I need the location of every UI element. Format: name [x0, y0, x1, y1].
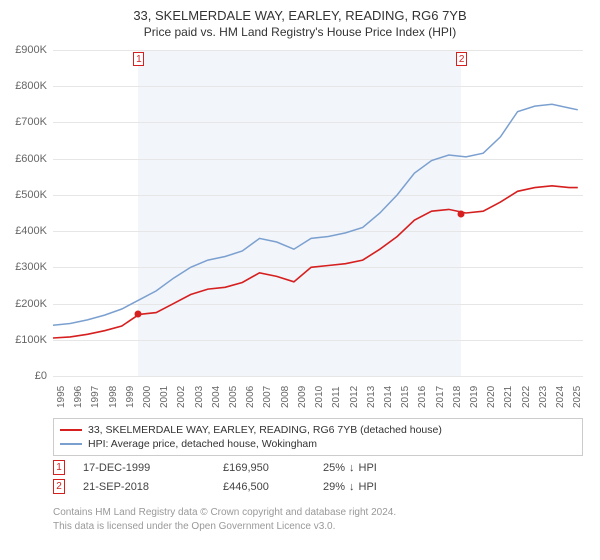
y-tick-label: £200K: [15, 298, 47, 310]
x-tick-label: 2022: [521, 386, 532, 408]
x-tick-label: 2008: [280, 386, 291, 408]
chart-title: 33, SKELMERDALE WAY, EARLEY, READING, RG…: [0, 0, 600, 23]
y-tick-label: £600K: [15, 153, 47, 165]
y-tick-label: £0: [35, 370, 47, 382]
line-chart-svg: [53, 50, 583, 376]
marker-dot: [458, 211, 465, 218]
x-tick-label: 2023: [538, 386, 549, 408]
x-axis-labels: 1995 1996 1997 1998 1999 2000 2001 2002 2003 2004…: [53, 380, 583, 410]
down-arrow-icon: ↓: [349, 481, 355, 493]
x-tick-label: 2007: [262, 386, 273, 408]
down-arrow-icon: ↓: [349, 462, 355, 474]
datapoint-suffix: HPI: [359, 462, 377, 474]
legend-label: 33, SKELMERDALE WAY, EARLEY, READING, RG…: [88, 424, 442, 436]
datapoint-marker: 2: [53, 479, 65, 494]
x-tick-label: 2001: [159, 386, 170, 408]
x-tick-label: 2021: [503, 386, 514, 408]
y-tick-label: £500K: [15, 189, 47, 201]
y-tick-label: £900K: [15, 44, 47, 56]
chart-area: 12 £0£100K£200K£300K£400K£500K£600K£700K…: [53, 50, 583, 410]
datapoint-row: 2 21-SEP-2018£446,50029% ↓ HPI: [53, 479, 377, 494]
datapoint-pct: 25%: [323, 462, 345, 474]
y-tick-label: £700K: [15, 116, 47, 128]
legend-item: 33, SKELMERDALE WAY, EARLEY, READING, RG…: [60, 423, 576, 437]
datapoint-row: 1 17-DEC-1999£169,95025% ↓ HPI: [53, 460, 377, 475]
x-tick-label: 1996: [73, 386, 84, 408]
x-tick-label: 2012: [349, 386, 360, 408]
x-tick-label: 2006: [245, 386, 256, 408]
x-tick-label: 2002: [176, 386, 187, 408]
footnote: Contains HM Land Registry data © Crown c…: [53, 506, 396, 533]
x-tick-label: 2004: [211, 386, 222, 408]
x-tick-label: 2009: [297, 386, 308, 408]
x-tick-label: 2003: [194, 386, 205, 408]
x-tick-label: 1997: [90, 386, 101, 408]
y-tick-label: £100K: [15, 334, 47, 346]
marker-label: 2: [456, 52, 467, 66]
datapoint-price: £169,950: [223, 462, 323, 474]
x-tick-label: 2011: [331, 386, 342, 408]
x-tick-label: 2025: [572, 386, 583, 408]
y-tick-label: £300K: [15, 261, 47, 273]
datapoint-date: 17-DEC-1999: [83, 462, 223, 474]
chart-subtitle: Price paid vs. HM Land Registry's House …: [0, 23, 600, 39]
legend-swatch: [60, 443, 82, 445]
y-tick-label: £800K: [15, 80, 47, 92]
marker-dot: [135, 311, 142, 318]
datapoint-table: 1 17-DEC-1999£169,95025% ↓ HPI 2 21-SEP-2018£…: [53, 460, 377, 498]
datapoint-price: £446,500: [223, 481, 323, 493]
datapoint-suffix: HPI: [359, 481, 377, 493]
x-tick-label: 2000: [142, 386, 153, 408]
y-tick-label: £400K: [15, 225, 47, 237]
x-tick-label: 1998: [108, 386, 119, 408]
x-tick-label: 2018: [452, 386, 463, 408]
x-tick-label: 2020: [486, 386, 497, 408]
series-price_paid: [53, 186, 578, 338]
x-tick-label: 2016: [417, 386, 428, 408]
legend-item: HPI: Average price, detached house, Woki…: [60, 437, 576, 451]
gridline: [53, 376, 583, 377]
x-tick-label: 2019: [469, 386, 480, 408]
x-tick-label: 1995: [56, 386, 67, 408]
x-tick-label: 2013: [366, 386, 377, 408]
footnote-line2: This data is licensed under the Open Gov…: [53, 520, 396, 534]
datapoint-date: 21-SEP-2018: [83, 481, 223, 493]
footnote-line1: Contains HM Land Registry data © Crown c…: [53, 506, 396, 520]
series-hpi: [53, 104, 578, 325]
datapoint-pct: 29%: [323, 481, 345, 493]
x-tick-label: 2014: [383, 386, 394, 408]
x-tick-label: 1999: [125, 386, 136, 408]
legend-label: HPI: Average price, detached house, Woki…: [88, 438, 317, 450]
x-tick-label: 2005: [228, 386, 239, 408]
x-tick-label: 2010: [314, 386, 325, 408]
marker-label: 1: [133, 52, 144, 66]
x-tick-label: 2024: [555, 386, 566, 408]
datapoint-marker: 1: [53, 460, 65, 475]
x-tick-label: 2017: [435, 386, 446, 408]
legend-swatch: [60, 429, 82, 431]
x-tick-label: 2015: [400, 386, 411, 408]
legend: 33, SKELMERDALE WAY, EARLEY, READING, RG…: [53, 418, 583, 456]
chart-container: 33, SKELMERDALE WAY, EARLEY, READING, RG…: [0, 0, 600, 560]
